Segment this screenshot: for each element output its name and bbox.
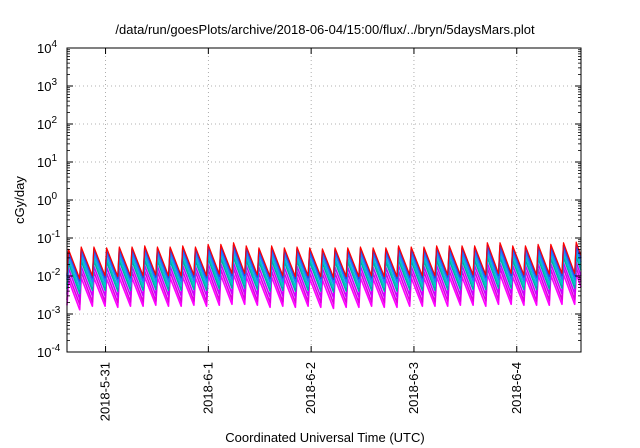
y-tick-label: 10-2 (37, 267, 61, 284)
x-tick-label: 2018-6-2 (303, 362, 318, 414)
y-axis-label: cGy/day (12, 176, 27, 224)
y-tick-label: 10-3 (37, 305, 61, 322)
y-tick-label: 102 (37, 115, 57, 132)
y-tick-label: 100 (37, 191, 57, 208)
x-tick-label: 2018-6-3 (406, 362, 421, 414)
series-line-8 (66, 241, 582, 280)
y-tick-label: 10-4 (37, 343, 61, 360)
axes: 10-4 10-3 10-2 10-1 100 101 102 103 104 2018-5-31… (37, 39, 581, 421)
y-tick-label: 10-1 (37, 229, 61, 246)
chart-title: /data/run/goesPlots/archive/2018-06-04/1… (115, 22, 535, 37)
grid-lines (67, 48, 581, 352)
y-tick-label: 101 (37, 153, 57, 170)
y-tick-label: 104 (37, 39, 57, 56)
x-axis-label: Coordinated Universal Time (UTC) (225, 430, 424, 445)
x-tick-label: 2018-5-31 (98, 362, 113, 421)
y-tick-label: 103 (37, 77, 57, 94)
x-tick-label: 2018-6-1 (200, 362, 215, 414)
x-tick-label: 2018-6-4 (509, 362, 524, 414)
data-series (66, 241, 582, 311)
